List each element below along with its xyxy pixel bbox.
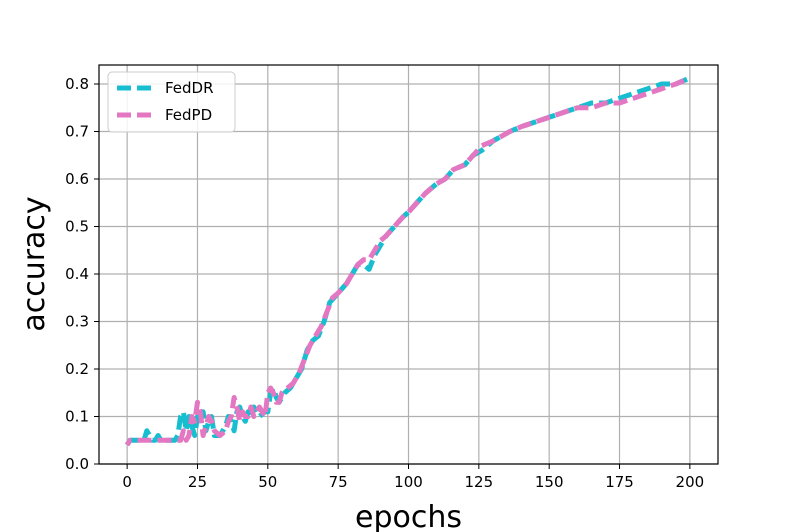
series-layer — [124, 76, 688, 447]
y-axis: 0.0 0.1 0.2 0.3 0.4 0.5 0.6 0.7 0.8 — [65, 75, 99, 473]
x-tick-label: 0 — [122, 473, 132, 491]
x-tick-label: 200 — [676, 473, 705, 491]
y-tick-label: 0.3 — [65, 313, 89, 331]
series-line-fedpd — [124, 76, 688, 447]
x-axis: 0 25 50 75 100 125 150 175 200 — [122, 464, 704, 491]
legend-label: FedPD — [165, 106, 212, 124]
series-line-feddr — [124, 76, 688, 447]
x-tick-label: 75 — [329, 473, 348, 491]
x-tick-label: 175 — [605, 473, 634, 491]
x-tick-label: 25 — [188, 473, 207, 491]
y-tick-label: 0.2 — [65, 360, 89, 378]
y-tick-label: 0.0 — [65, 455, 89, 473]
x-tick-label: 50 — [258, 473, 277, 491]
y-axis-title: accuracy — [17, 196, 52, 331]
x-tick-label: 125 — [465, 473, 494, 491]
legend: FedDR FedPD — [107, 71, 236, 133]
y-tick-label: 0.6 — [65, 170, 89, 188]
y-tick-label: 0.7 — [65, 123, 89, 141]
legend-label: FedDR — [165, 79, 214, 97]
x-axis-title: epochs — [355, 500, 462, 532]
y-tick-label: 0.4 — [65, 265, 89, 283]
y-tick-label: 0.8 — [65, 75, 89, 93]
x-tick-label: 150 — [535, 473, 564, 491]
y-tick-label: 0.5 — [65, 218, 89, 236]
y-tick-label: 0.1 — [65, 408, 89, 426]
x-tick-label: 100 — [394, 473, 423, 491]
